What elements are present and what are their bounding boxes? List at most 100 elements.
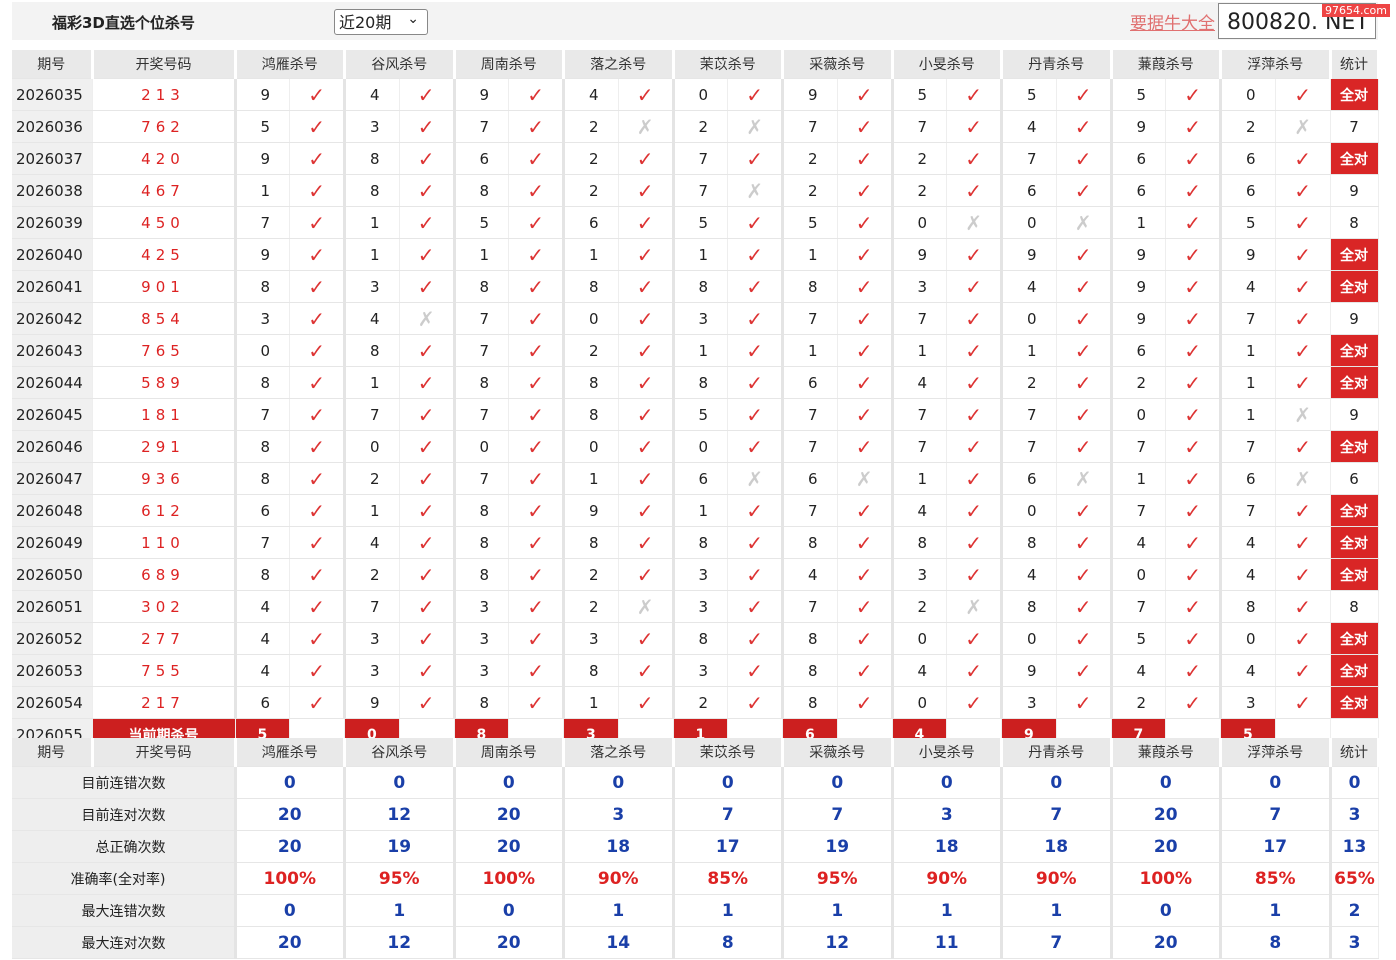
hit-mark: ✓ xyxy=(399,334,455,367)
column-header: 开奖号码 xyxy=(92,738,237,767)
kill-digit: 7 xyxy=(452,110,510,143)
kill-digit: 6 xyxy=(562,206,619,239)
hit-mark: ✓ xyxy=(1165,302,1221,335)
kill-digit: 6 xyxy=(781,462,838,495)
kill-digit: 4 xyxy=(1219,270,1276,303)
hit-mark: ✓ xyxy=(727,78,783,111)
hit-mark: ✓ xyxy=(1275,174,1331,207)
kill-digit: 0 xyxy=(1109,558,1167,591)
hit-mark: ✓ xyxy=(289,238,345,271)
hit-mark: ✓ xyxy=(399,366,455,399)
summary-value: 20 xyxy=(233,926,345,959)
data-row: 2026054 217 6 ✓ 9 ✓ 8 ✓ 1 ✓ 2 ✓ 8 ✓ 0 ✓ 3 ✓ 2 ✓ 3 ✓ 全对 xyxy=(12,686,1379,719)
hit-mark: ✓ xyxy=(727,686,783,719)
kill-digit: 4 xyxy=(233,622,291,655)
hit-mark: ✓ xyxy=(618,686,674,719)
summary-value: 7 xyxy=(671,798,783,831)
hit-mark: ✓ xyxy=(1056,174,1112,207)
summary-row: 目前连错次数 0 0 0 0 0 0 0 0 0 0 0 xyxy=(12,766,1379,799)
hit-mark: ✓ xyxy=(289,686,345,719)
kill-digit: 4 xyxy=(1109,526,1167,559)
hit-mark: ✓ xyxy=(946,238,1002,271)
hit-mark: ✓ xyxy=(508,206,564,239)
hit-mark: ✓ xyxy=(508,430,564,463)
kill-digit: 5 xyxy=(781,206,838,239)
column-header: 小旻杀号 xyxy=(892,50,1003,79)
summary-table: 期号 开奖号码 鸿雁杀号 谷风杀号 周南杀号 落之杀号 茉苡杀号 采薇杀号 小旻杀号 丹青杀号 蒹葭… xyxy=(12,738,1380,959)
row-stat: 全对 xyxy=(1330,654,1379,687)
hit-mark: ✓ xyxy=(508,366,564,399)
hit-mark: ✓ xyxy=(946,366,1002,399)
summary-value: 0 xyxy=(1109,766,1221,799)
hit-mark: ✗ xyxy=(1056,206,1112,239)
kill-digit: 6 xyxy=(233,494,291,527)
kill-digit: 8 xyxy=(452,558,510,591)
kill-digit: 2 xyxy=(1219,110,1276,143)
hit-mark: ✓ xyxy=(1056,334,1112,367)
data-row: 2026049 110 7 ✓ 4 ✓ 8 ✓ 8 ✓ 8 ✓ 8 ✓ 8 ✓ 8 ✓ 4 ✓ 4 ✓ 全对 xyxy=(12,526,1379,559)
kill-digit: 7 xyxy=(452,398,510,431)
hit-mark: ✓ xyxy=(1056,654,1112,687)
kill-digit: 3 xyxy=(233,302,291,335)
hit-mark: ✓ xyxy=(508,590,564,623)
hit-mark: ✓ xyxy=(508,526,564,559)
hit-mark: ✓ xyxy=(837,174,893,207)
draw-number: 854 xyxy=(92,302,236,335)
kill-digit: 7 xyxy=(1000,142,1057,175)
summary-value: 0 xyxy=(233,894,345,927)
kill-digit: 8 xyxy=(233,270,291,303)
hit-mark: ✓ xyxy=(727,302,783,335)
hit-mark: ✓ xyxy=(837,654,893,687)
draw-number: 277 xyxy=(92,622,236,655)
column-header: 丹青杀号 xyxy=(1001,738,1113,767)
hit-mark: ✓ xyxy=(618,398,674,431)
period: 2026051 xyxy=(12,590,93,623)
summary-label: 目前连对次数 xyxy=(12,798,236,831)
row-stat: 全对 xyxy=(1330,686,1379,719)
column-header: 茉苡杀号 xyxy=(673,738,784,767)
period-select[interactable]: 近20期 xyxy=(334,6,428,35)
row-stat: 9 xyxy=(1330,174,1379,207)
kill-digit: 1 xyxy=(671,494,729,527)
kill-digit: 7 xyxy=(452,462,510,495)
kill-digit: 1 xyxy=(781,334,838,367)
hit-mark: ✓ xyxy=(508,622,564,655)
kill-digit: 4 xyxy=(1109,654,1167,687)
kill-digit: 1 xyxy=(1219,334,1276,367)
kill-digit: 4 xyxy=(562,78,619,111)
kill-digit: 9 xyxy=(343,686,400,719)
kill-digit: 3 xyxy=(671,654,729,687)
kill-digit: 2 xyxy=(890,174,948,207)
hit-mark: ✓ xyxy=(508,238,564,271)
kill-digit: 8 xyxy=(1000,590,1057,623)
watermark: 97654.com xyxy=(1322,4,1390,17)
kill-digit: 8 xyxy=(1219,590,1276,623)
site-link[interactable]: 要据牛大全 xyxy=(1130,14,1215,34)
summary-value: 2 xyxy=(1328,894,1379,927)
data-row: 2026048 612 6 ✓ 1 ✓ 8 ✓ 9 ✓ 1 ✓ 7 ✓ 4 ✓ 0 ✓ 7 ✓ 7 ✓ 全对 xyxy=(12,494,1379,527)
summary-value: 17 xyxy=(671,830,783,863)
period: 2026053 xyxy=(12,654,93,687)
hit-mark: ✓ xyxy=(1056,430,1112,463)
kill-digit: 0 xyxy=(671,78,729,111)
summary-value: 3 xyxy=(562,798,674,831)
summary-value: 100% xyxy=(452,862,564,895)
kill-digit: 0 xyxy=(562,302,619,335)
row-stat: 9 xyxy=(1330,398,1379,431)
summary-value: 1 xyxy=(1219,894,1331,927)
kill-digit: 9 xyxy=(233,238,291,271)
hit-mark: ✓ xyxy=(1165,430,1221,463)
summary-value: 18 xyxy=(890,830,1002,863)
data-row: 2026043 765 0 ✓ 8 ✓ 7 ✓ 2 ✓ 1 ✓ 1 ✓ 1 ✓ 1 ✓ 6 ✓ 1 ✓ 全对 xyxy=(12,334,1379,367)
kill-digit: 9 xyxy=(452,78,510,111)
hit-mark: ✓ xyxy=(399,590,455,623)
period: 2026041 xyxy=(12,270,93,303)
column-header: 采薇杀号 xyxy=(782,738,894,767)
column-header: 蒹葭杀号 xyxy=(1111,738,1222,767)
hit-mark: ✓ xyxy=(289,142,345,175)
draw-number: 765 xyxy=(92,334,236,367)
kill-digit: 3 xyxy=(343,622,400,655)
kill-digit: 0 xyxy=(890,206,948,239)
hit-mark: ✓ xyxy=(618,270,674,303)
